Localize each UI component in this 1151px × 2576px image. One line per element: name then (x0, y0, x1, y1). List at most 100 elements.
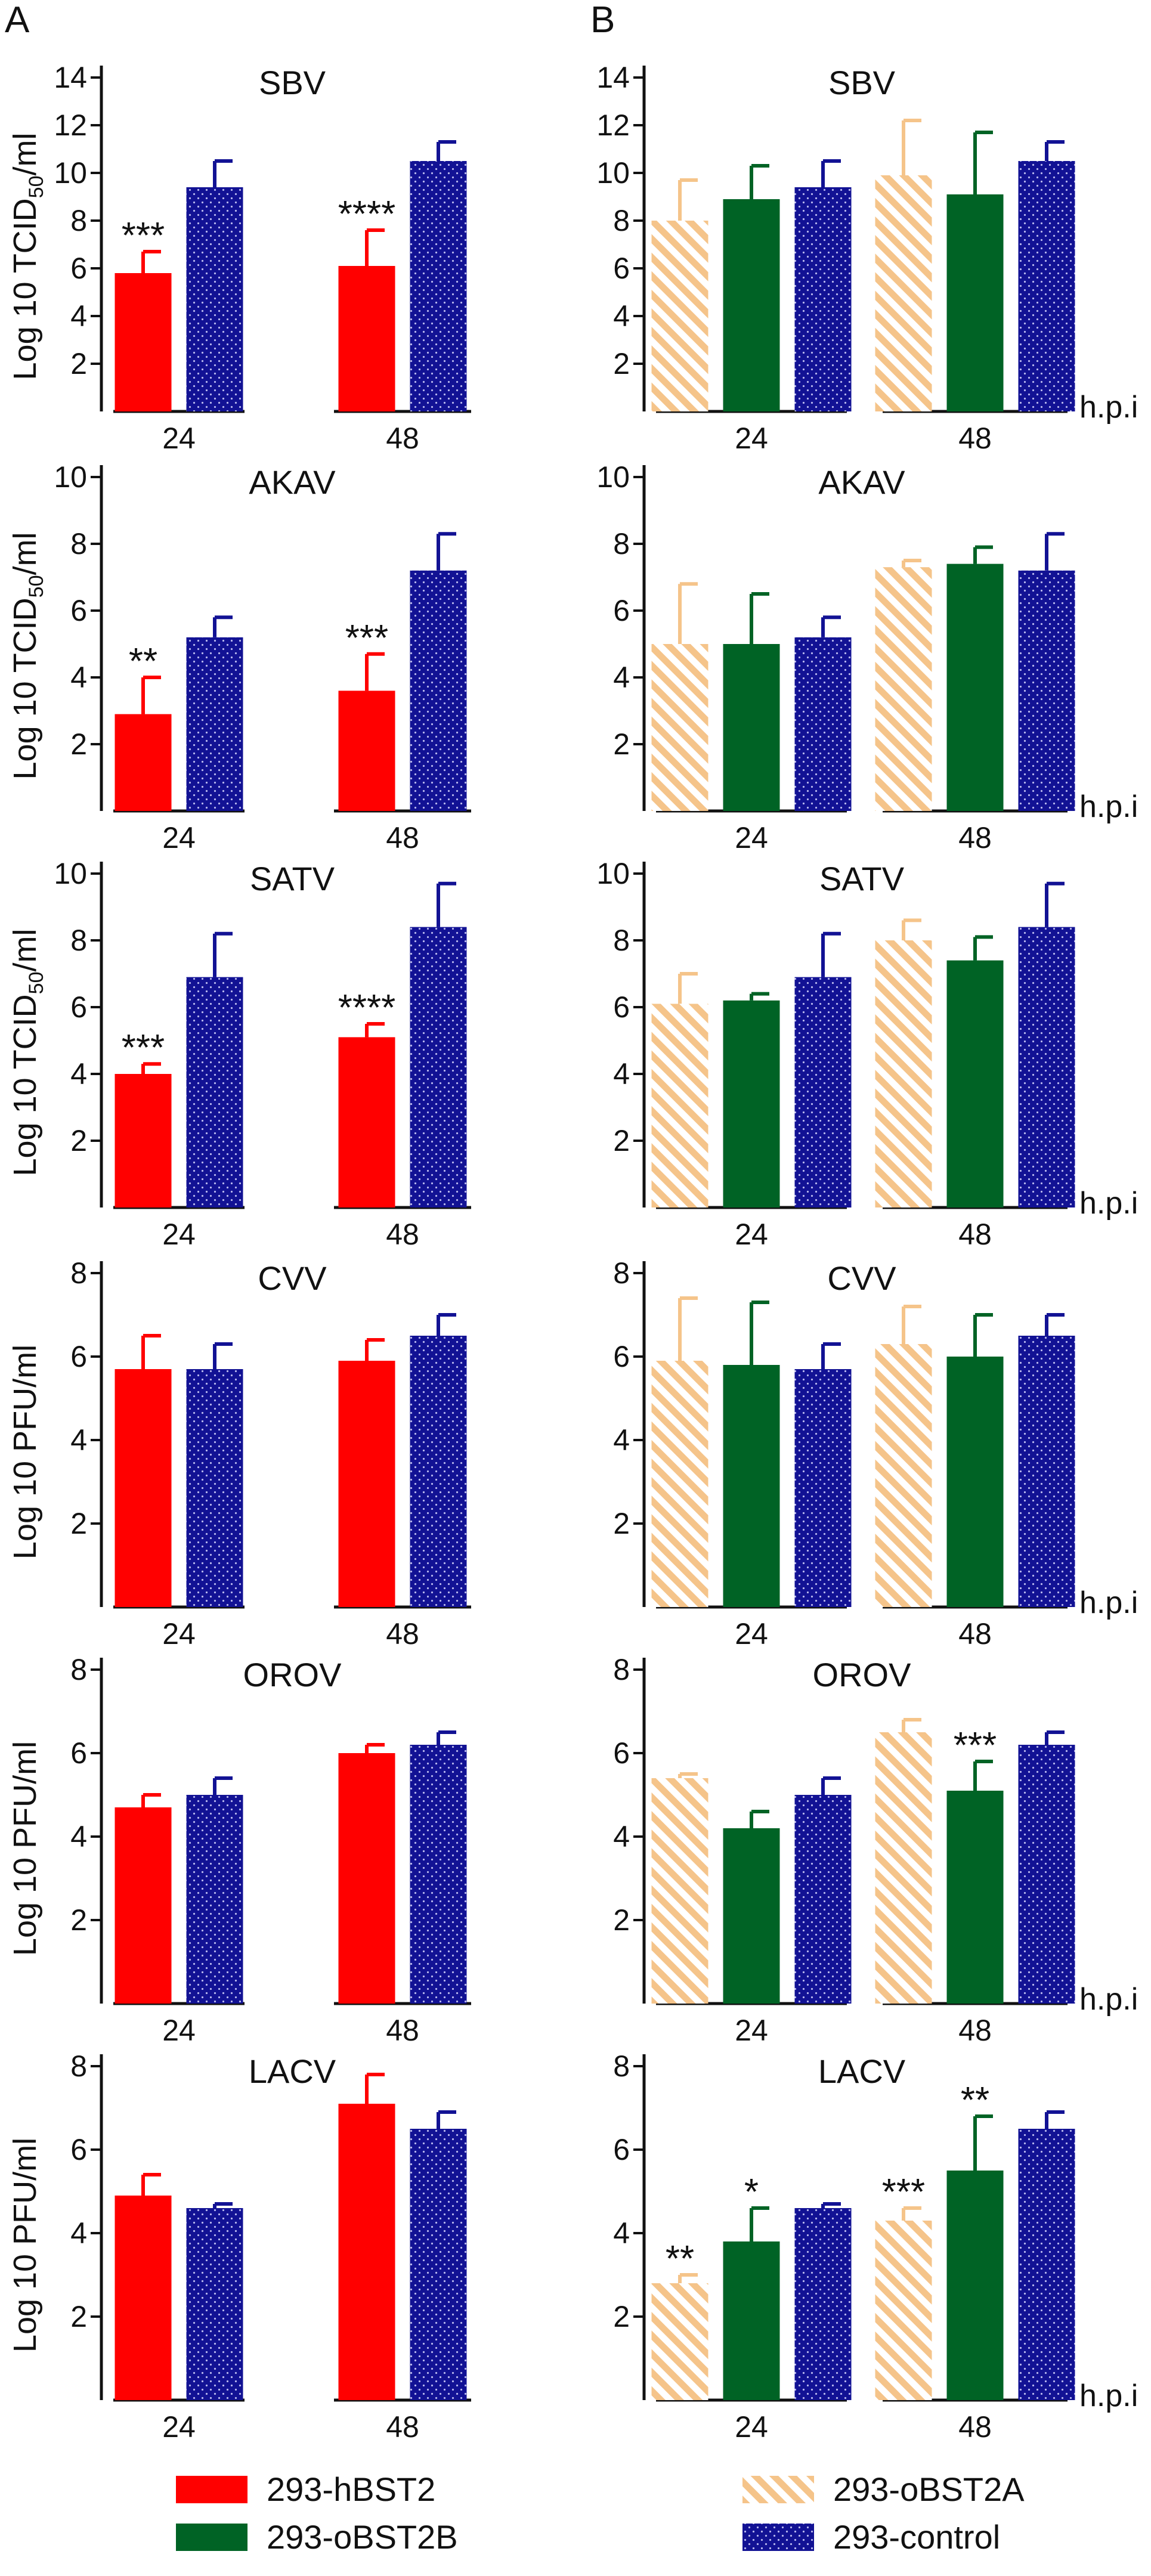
y-tick-label: 2 (70, 1903, 87, 1937)
x-category-label: 24 (162, 422, 196, 455)
chart-title: LACV (818, 2052, 906, 2090)
bar-293-obst2a (651, 644, 708, 811)
y-tick-label: 14 (596, 61, 630, 94)
chart-title: AKAV (818, 463, 905, 501)
y-axis-label: Log 10 PFU/ml (7, 1741, 43, 1956)
legend: 293-hBST2 293-oBST2A 293-oBST2B 293-cont… (176, 2470, 1025, 2556)
bar-293-control (794, 977, 852, 1208)
bar-293-obst2a (875, 175, 932, 411)
y-tick-label: 14 (54, 61, 87, 94)
bar-293-control (186, 1795, 243, 2004)
x-category-label: 48 (386, 2410, 419, 2444)
bar-293-obst2a (651, 1778, 708, 2004)
bar-293-obst2a (651, 2283, 708, 2400)
y-tick-label: 2 (613, 1903, 630, 1937)
y-tick-label: 8 (613, 924, 630, 957)
x-category-label: 24 (735, 2014, 768, 2047)
bar-293-obst2b (723, 1828, 780, 2004)
y-axis-label: Log 10 PFU/ml (7, 1345, 43, 1559)
y-tick-label: 2 (613, 347, 630, 380)
bar-293-obst2a (651, 221, 708, 411)
y-tick-label: 4 (70, 2216, 87, 2250)
bar-293-control (1018, 161, 1075, 411)
y-tick-label: 8 (70, 1653, 87, 1686)
x-category-label: 24 (735, 1617, 768, 1651)
x-category-label: 24 (735, 1218, 768, 1251)
bar-293-hbst2 (338, 2104, 395, 2400)
y-tick-label: 4 (613, 2216, 630, 2250)
y-axis-label: Log 10 PFU/ml (7, 2138, 43, 2352)
y-tick-label: 8 (70, 2049, 87, 2083)
y-tick-label: 2 (70, 2300, 87, 2333)
legend-label-obst2b: 293-oBST2B (267, 2518, 458, 2556)
x-category-label: 24 (162, 1617, 196, 1651)
chart-title: SBV (828, 64, 896, 101)
y-tick-label: 8 (70, 1256, 87, 1290)
y-tick-label: 6 (70, 2133, 87, 2166)
y-tick-label: 4 (613, 1057, 630, 1091)
y-tick-label: 6 (70, 1736, 87, 1770)
y-tick-label: 4 (613, 1820, 630, 1853)
y-axis-label: Log 10 TCID50/ml (7, 133, 48, 380)
y-tick-label: 6 (613, 990, 630, 1024)
y-axis-label: Log 10 TCID50/ml (7, 532, 48, 780)
x-unit-label: h.p.i (1079, 2379, 1138, 2413)
y-tick-label: 8 (613, 1256, 630, 1290)
bar-293-control (410, 927, 467, 1208)
chart-title: OROV (813, 1656, 912, 1693)
bar-293-obst2b (946, 1791, 1004, 2004)
bar-293-hbst2 (338, 1037, 395, 1208)
bar-293-control (1018, 1336, 1075, 1607)
significance-marker: ** (961, 2080, 989, 2121)
bar-293-obst2b (723, 2241, 780, 2400)
chart-title: AKAV (249, 463, 336, 501)
x-category-label: 48 (958, 1218, 992, 1251)
significance-marker: *** (882, 2172, 925, 2213)
bar-293-obst2a (875, 1344, 932, 1607)
chart-title: LACV (249, 2052, 336, 2090)
y-tick-label: 4 (70, 661, 87, 694)
y-tick-label: 2 (70, 727, 87, 761)
y-tick-label: 10 (596, 460, 630, 494)
x-unit-label: h.p.i (1079, 390, 1138, 425)
legend-swatch-obst2a (742, 2476, 814, 2503)
bar-293-obst2b (723, 1365, 780, 1607)
bar-293-control (794, 2208, 852, 2400)
x-unit-label: h.p.i (1079, 1982, 1138, 2017)
x-category-label: 24 (162, 1218, 196, 1251)
bar-293-obst2b (946, 1357, 1004, 1607)
bar-293-obst2a (875, 567, 932, 811)
significance-marker: **** (338, 194, 396, 235)
y-tick-label: 12 (596, 109, 630, 142)
bar-293-control (1018, 927, 1075, 1208)
y-tick-label: 2 (613, 727, 630, 761)
bar-293-hbst2 (338, 1361, 395, 1607)
x-category-label: 48 (386, 422, 419, 455)
bar-293-control (186, 187, 243, 411)
y-tick-label: 2 (613, 1507, 630, 1540)
x-category-label: 24 (735, 821, 768, 854)
significance-marker: *** (122, 215, 165, 256)
bar-293-control (410, 1336, 467, 1607)
y-tick-label: 8 (613, 2049, 630, 2083)
x-unit-label: h.p.i (1079, 789, 1138, 824)
bar-293-control (186, 637, 243, 811)
chart-title: CVV (827, 1259, 896, 1297)
bar-293-obst2b (946, 2171, 1004, 2400)
y-tick-label: 10 (596, 857, 630, 890)
y-tick-label: 4 (613, 661, 630, 694)
x-category-label: 48 (386, 821, 419, 854)
chart-title: SBV (259, 64, 326, 101)
x-category-label: 48 (386, 2014, 419, 2047)
panel-label-b: B (590, 0, 615, 41)
bar-293-hbst2 (115, 1074, 172, 1208)
legend-swatch-obst2b (176, 2524, 247, 2551)
y-tick-label: 2 (613, 1124, 630, 1157)
bar-293-obst2b (723, 199, 780, 411)
bar-293-control (410, 161, 467, 411)
